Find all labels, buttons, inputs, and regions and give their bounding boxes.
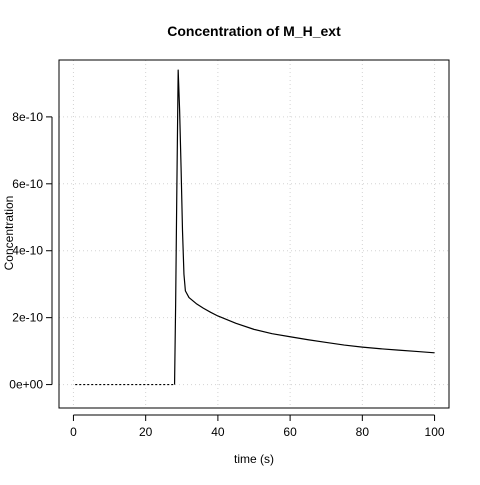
y-tick-label: 4e-10 <box>12 244 43 258</box>
x-tick-label: 100 <box>425 425 445 439</box>
y-axis-label: Concentration <box>2 196 16 271</box>
chart-title: Concentration of M_H_ext <box>167 23 341 39</box>
x-axis-label: time (s) <box>234 452 274 466</box>
x-tick-label: 60 <box>283 425 297 439</box>
x-tick-label: 80 <box>356 425 370 439</box>
y-tick-label: 0e+00 <box>9 378 43 392</box>
x-tick-label: 20 <box>139 425 153 439</box>
y-tick-label: 2e-10 <box>12 311 43 325</box>
x-tick-label: 0 <box>70 425 77 439</box>
y-tick-label: 8e-10 <box>12 110 43 124</box>
x-tick-label: 40 <box>211 425 225 439</box>
y-tick-label: 6e-10 <box>12 177 43 191</box>
